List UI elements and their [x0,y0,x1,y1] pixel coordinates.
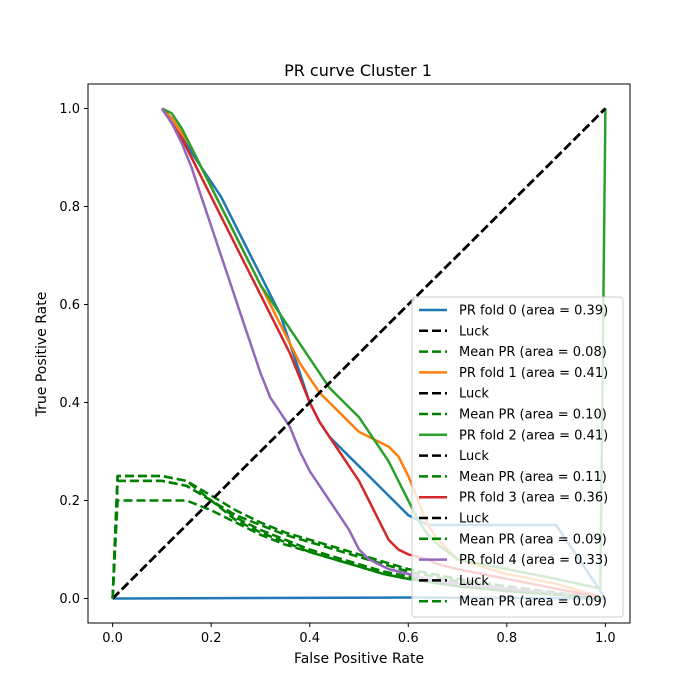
legend-label: Mean PR (area = 0.10) [459,408,607,423]
y-tick-label: 0.2 [59,494,80,509]
y-tick-label: 0.8 [59,200,80,215]
legend-label: PR fold 3 (area = 0.36) [459,491,608,506]
x-ticks: 0.0 0.2 0.4 0.6 0.8 1.0 [102,623,616,646]
x-tick-label: 0.4 [299,631,320,646]
y-ticks: 0.0 0.2 0.4 0.6 0.8 1.0 [59,102,88,607]
x-tick-label: 0.6 [398,631,419,646]
legend-label: PR fold 2 (area = 0.41) [459,428,608,443]
y-tick-label: 1.0 [59,102,80,117]
legend-label: Mean PR (area = 0.09) [459,532,607,547]
x-tick-label: 1.0 [595,631,616,646]
x-tick-label: 0.2 [201,631,222,646]
legend-label: PR fold 4 (area = 0.33) [459,553,608,568]
y-tick-label: 0.6 [59,298,80,313]
y-tick-label: 0.0 [59,592,80,607]
legend-label: Luck [459,387,489,402]
legend-label: PR fold 0 (area = 0.39) [459,304,608,319]
legend-label: Mean PR (area = 0.09) [459,595,607,610]
legend-label: Luck [459,449,489,464]
y-tick-label: 0.4 [59,396,80,411]
plot-frame [87,83,631,624]
legend-label: PR fold 1 (area = 0.41) [459,366,608,381]
legend: PR fold 0 (area = 0.39) Luck Mean PR (area… [411,296,624,618]
legend-label: Luck [459,512,489,527]
legend-label: Luck [459,324,489,339]
y-axis-label: True Positive Rate [34,292,50,418]
legend-box [411,296,624,618]
x-tick-label: 0.0 [102,631,123,646]
legend-label: Luck [459,574,489,589]
chart-title: PR curve Cluster 1 [284,61,432,80]
x-axis-label: False Positive Rate [294,651,424,667]
legend-label: Mean PR (area = 0.11) [459,470,607,485]
series-line-13 [111,107,607,600]
legend-label: Mean PR (area = 0.08) [459,345,607,360]
x-tick-label: 0.8 [496,631,517,646]
